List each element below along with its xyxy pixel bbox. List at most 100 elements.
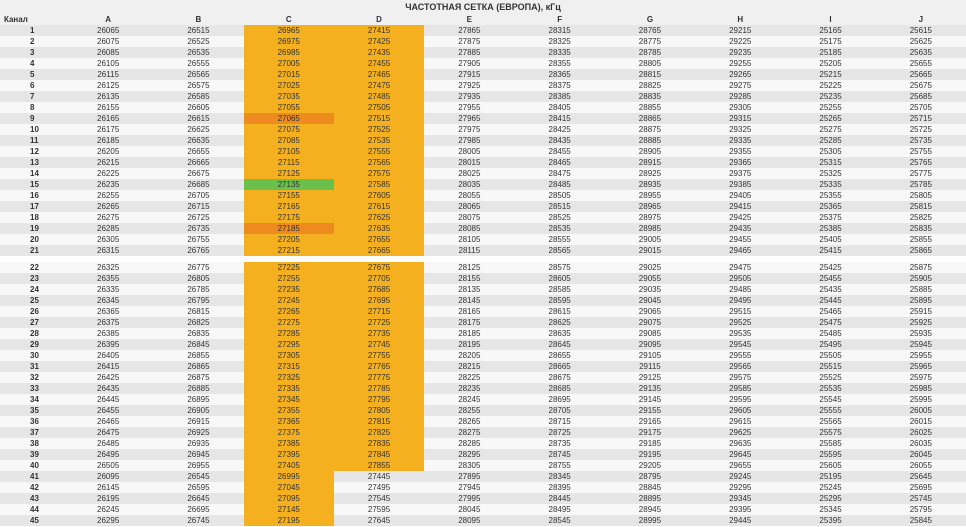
freq-cell: 27095 <box>244 493 334 504</box>
freq-cell: 25755 <box>876 146 966 157</box>
freq-cell: 28365 <box>514 69 604 80</box>
freq-cell: 27125 <box>244 168 334 179</box>
freq-cell: 27355 <box>244 405 334 416</box>
freq-cell: 27645 <box>334 515 424 526</box>
freq-cell: 27105 <box>244 146 334 157</box>
freq-cell: 28855 <box>605 102 695 113</box>
freq-cell: 26115 <box>63 69 153 80</box>
freq-cell: 25895 <box>876 295 966 306</box>
table-row: 3926495269452739527845282952874529195296… <box>0 449 966 460</box>
freq-cell: 27485 <box>334 91 424 102</box>
freq-cell: 29245 <box>695 471 785 482</box>
freq-cell: 27755 <box>334 350 424 361</box>
freq-cell: 28135 <box>424 284 514 295</box>
freq-cell: 27985 <box>424 135 514 146</box>
freq-cell: 28785 <box>605 47 695 58</box>
freq-cell: 27145 <box>244 504 334 515</box>
freq-cell: 28475 <box>514 168 604 179</box>
table-row: 3626465269152736527815282652871529165296… <box>0 416 966 427</box>
freq-cell: 26165 <box>63 113 153 124</box>
freq-cell: 28435 <box>514 135 604 146</box>
freq-cell: 25665 <box>876 69 966 80</box>
table-row: 6261252657527025274752792528375288252927… <box>0 80 966 91</box>
channel-number: 15 <box>0 179 63 190</box>
freq-cell: 26175 <box>63 124 153 135</box>
freq-cell: 27855 <box>334 460 424 471</box>
channel-number: 21 <box>0 245 63 256</box>
channel-number: 16 <box>0 190 63 201</box>
freq-cell: 27795 <box>334 394 424 405</box>
channel-number: 8 <box>0 102 63 113</box>
freq-cell: 29435 <box>695 223 785 234</box>
freq-cell: 27535 <box>334 135 424 146</box>
freq-cell: 25335 <box>785 179 875 190</box>
freq-cell: 25975 <box>876 372 966 383</box>
freq-cell: 26505 <box>63 460 153 471</box>
freq-cell: 25815 <box>876 201 966 212</box>
freq-cell: 25515 <box>785 361 875 372</box>
freq-cell: 27165 <box>244 201 334 212</box>
table-row: 2826385268352728527735281852863529085295… <box>0 328 966 339</box>
freq-cell: 28075 <box>424 212 514 223</box>
table-row: 4226145265952704527495279452839528845292… <box>0 482 966 493</box>
channel-number: 12 <box>0 146 63 157</box>
freq-cell: 25855 <box>876 234 966 245</box>
freq-cell: 26125 <box>63 80 153 91</box>
freq-cell: 26915 <box>153 416 243 427</box>
freq-cell: 26935 <box>153 438 243 449</box>
freq-cell: 25575 <box>785 427 875 438</box>
freq-cell: 27875 <box>424 36 514 47</box>
freq-cell: 28775 <box>605 36 695 47</box>
freq-cell: 29425 <box>695 212 785 223</box>
freq-cell: 28035 <box>424 179 514 190</box>
freq-cell: 29325 <box>695 124 785 135</box>
freq-cell: 26405 <box>63 350 153 361</box>
freq-cell: 25525 <box>785 372 875 383</box>
channel-number: 38 <box>0 438 63 449</box>
freq-cell: 26625 <box>153 124 243 135</box>
freq-cell: 28105 <box>424 234 514 245</box>
freq-cell: 28575 <box>514 262 604 273</box>
freq-cell: 27955 <box>424 102 514 113</box>
freq-cell: 27465 <box>334 69 424 80</box>
freq-cell: 29495 <box>695 295 785 306</box>
freq-cell: 25555 <box>785 405 875 416</box>
freq-cell: 29415 <box>695 201 785 212</box>
freq-cell: 28115 <box>424 245 514 256</box>
freq-cell: 27345 <box>244 394 334 405</box>
freq-cell: 25365 <box>785 201 875 212</box>
freq-cell: 27945 <box>424 482 514 493</box>
freq-cell: 27435 <box>334 47 424 58</box>
channel-number: 2 <box>0 36 63 47</box>
table-row: 1626255267052715527605280552850528955294… <box>0 190 966 201</box>
freq-cell: 25915 <box>876 306 966 317</box>
freq-cell: 28185 <box>424 328 514 339</box>
channel-number: 41 <box>0 471 63 482</box>
freq-cell: 27225 <box>244 262 334 273</box>
freq-cell: 29005 <box>605 234 695 245</box>
freq-cell: 25295 <box>785 493 875 504</box>
freq-cell: 28995 <box>605 515 695 526</box>
freq-cell: 26555 <box>153 58 243 69</box>
freq-cell: 27245 <box>244 295 334 306</box>
freq-cell: 27385 <box>244 438 334 449</box>
freq-cell: 27505 <box>334 102 424 113</box>
freq-cell: 27175 <box>244 212 334 223</box>
freq-cell: 26705 <box>153 190 243 201</box>
channel-number: 36 <box>0 416 63 427</box>
freq-cell: 25885 <box>876 284 966 295</box>
freq-cell: 26575 <box>153 80 243 91</box>
freq-cell: 28925 <box>605 168 695 179</box>
channel-number: 13 <box>0 157 63 168</box>
freq-cell: 27405 <box>244 460 334 471</box>
table-row: 3426445268952734527795282452869529145295… <box>0 394 966 405</box>
freq-cell: 26695 <box>153 504 243 515</box>
freq-cell: 26535 <box>153 47 243 58</box>
freq-cell: 26975 <box>244 36 334 47</box>
freq-cell: 27665 <box>334 245 424 256</box>
freq-cell: 25865 <box>876 245 966 256</box>
freq-cell: 28425 <box>514 124 604 135</box>
freq-cell: 26035 <box>876 438 966 449</box>
freq-cell: 29545 <box>695 339 785 350</box>
table-row: 3026405268552730527755282052865529105295… <box>0 350 966 361</box>
